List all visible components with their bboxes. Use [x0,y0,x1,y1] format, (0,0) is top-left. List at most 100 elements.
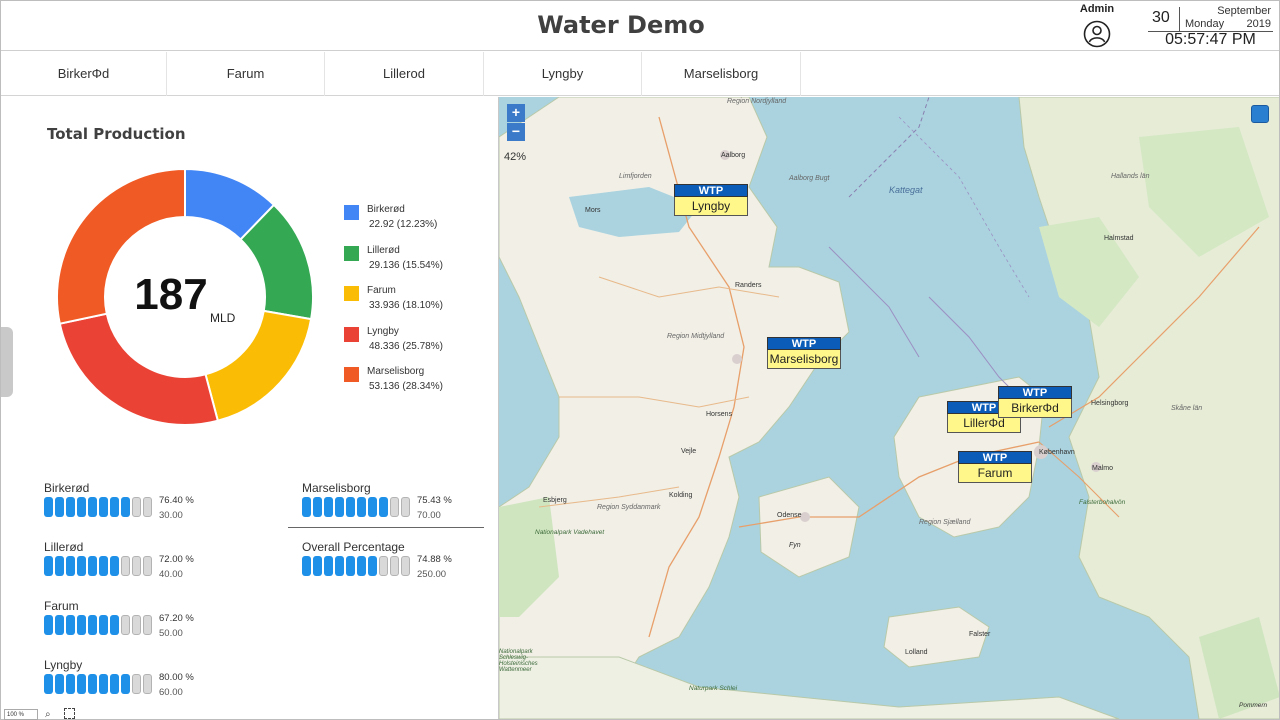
meter-segment [143,497,152,517]
meter-segment [99,674,108,694]
map-view[interactable]: Region Nordjylland Region Midtjylland Re… [498,97,1279,719]
map-zoom-in-button[interactable]: + [507,104,525,122]
legend-item: Birkerød 22.92 (12.23%) [344,204,494,245]
map-place-label: Pommern [1239,702,1268,709]
meter-segment [401,497,410,517]
meter-segment [121,615,130,635]
tab-farum[interactable]: Farum [167,52,325,96]
user-icon[interactable] [1083,20,1111,48]
meter-segment [99,556,108,576]
meter-segment [346,556,355,576]
meter-segment [110,615,119,635]
meter-bar [302,556,412,576]
side-panel-handle[interactable] [1,327,13,397]
meter-bar [44,674,154,694]
legend-value: 48.336 (25.78%) [369,340,443,352]
date-weekday: Monday [1185,18,1225,30]
donut-slice-marselisborg[interactable] [56,167,186,325]
meter-segment [88,674,97,694]
meter-segment [324,497,333,517]
map-city-label: København [1039,449,1075,456]
meter-marselisborg: Marselisborg 75.43 % 70.00 [302,481,502,527]
meter-segment [99,615,108,635]
map-zoom-level: 42% [504,151,527,163]
meter-segment [66,674,75,694]
wtp-marker-marselisborg[interactable]: WTP Marselisborg [767,337,841,371]
zoom-select[interactable]: 100 % [4,709,38,720]
wtp-marker-name: BirkerΦd [998,399,1072,418]
map-place-label: Region Syddanmark [597,504,661,511]
meter-segment [368,497,377,517]
legend-swatch [344,245,359,261]
meter-segment [143,615,152,635]
meter-segment [88,556,97,576]
meter-segment [121,556,130,576]
map-city-label: Mors [585,207,601,214]
wtp-marker-name: Marselisborg [767,350,841,369]
meter-segment [44,556,53,576]
tab-birkerod[interactable]: BirkerΦd [1,52,167,96]
meter-segment [66,556,75,576]
meter-segment [390,497,399,517]
meter-segment [77,615,86,635]
map-city-label: Kolding [669,492,693,499]
map-place-label: Kattegat [889,185,923,195]
time-divider [1148,31,1273,32]
meter-segment [110,497,119,517]
meter-segment [302,497,311,517]
meter-bar [44,497,154,517]
donut-slice-lyngby[interactable] [58,312,220,426]
legend-item: Farum 33.936 (18.10%) [344,285,494,326]
magnifier-icon[interactable]: ⌕ [45,709,51,720]
meter-segment [324,556,333,576]
map-city-label: Odense [777,512,802,519]
meter-segment [132,556,141,576]
meter-percent: 76.40 % [159,495,194,506]
donut-slice-farum[interactable] [204,309,313,422]
wtp-marker-header: WTP [958,451,1032,464]
total-production-value: 187 [134,270,208,319]
layers-icon[interactable] [1251,105,1269,123]
date-day: 30 [1152,9,1170,26]
meter-bar [44,556,154,576]
meter-farum: Farum 67.20 % 50.00 [44,599,244,645]
meter-segment [44,615,53,635]
meter-segment [357,556,366,576]
legend-name: Marselisborg [367,366,425,377]
meter-segment [55,674,64,694]
meter-lillerod: Lillerød 72.00 % 40.00 [44,540,244,586]
tab-lyngby[interactable]: Lyngby [484,52,642,96]
wtp-marker-name: Lyngby [674,197,748,216]
meter-segment [335,497,344,517]
map-place-label: Aalborg Bugt [789,175,830,182]
date-time-widget: 30 September Monday 2019 05:57:47 PM [1148,5,1273,48]
wtp-marker-farum[interactable]: WTP Farum [958,451,1032,485]
fit-to-screen-icon[interactable] [64,708,75,719]
meter-segment [77,556,86,576]
tab-lillerod[interactable]: Lillerod [325,52,484,96]
meter-segment [121,674,130,694]
wtp-marker-name: LillerΦd [947,414,1021,433]
map-city-label: Malmo [1092,465,1114,472]
meter-segment [55,556,64,576]
meter-segment [77,674,86,694]
app-title: Water Demo [537,11,705,39]
meter-segment [110,674,119,694]
map-place-label: Hallands län [1111,173,1150,180]
user-menu[interactable]: Admin [1073,3,1121,48]
date-year: 2019 [1246,18,1271,30]
meter-segment [313,497,322,517]
meter-birkerod: Birkerød 76.40 % 30.00 [44,481,244,527]
meter-target: 70.00 [417,510,441,521]
meter-segment [132,497,141,517]
meter-target: 40.00 [159,569,183,580]
map-zoom-out-button[interactable]: − [507,123,525,141]
map-basemap[interactable] [499,97,1279,719]
wtp-marker-lyngby[interactable]: WTP Lyngby [674,184,748,218]
wtp-marker-birkerod[interactable]: WTP BirkerΦd [998,386,1072,420]
wtp-marker-header: WTP [998,386,1072,399]
clock-time: 05:57:47 PM [1165,31,1256,48]
tab-marselisborg[interactable]: Marselisborg [642,52,801,96]
map-place-label: Region Sjælland [919,519,971,526]
